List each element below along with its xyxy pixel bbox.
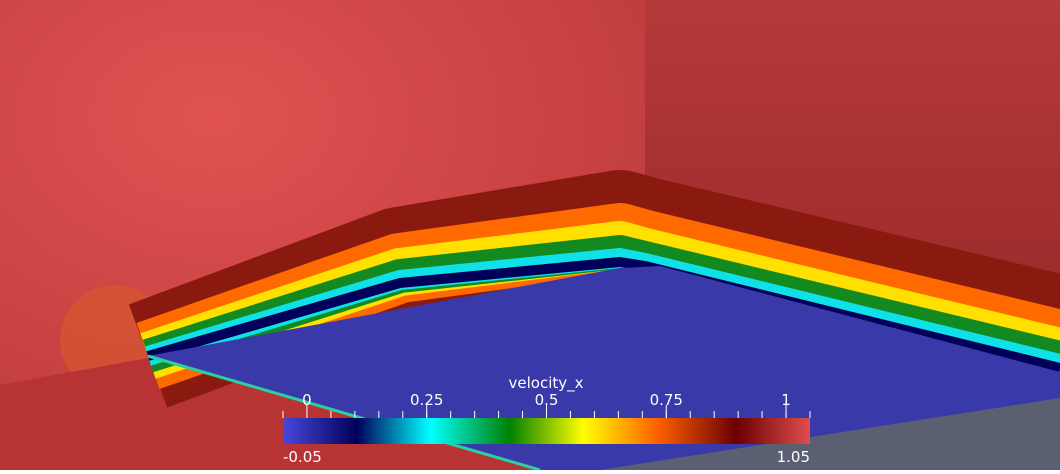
tick-label: 0.75 [650,391,683,409]
tick-label: 0.5 [535,391,559,409]
color-bar [283,418,810,444]
color-legend: velocity_x -0.05 1.05 0 0.25 0.5 0.75 1 [282,374,811,466]
tick-label: 1 [781,391,791,409]
boundary-layer [128,170,1060,408]
range-max-label: 1.05 [777,448,810,466]
tick-label: 0 [302,391,312,409]
tick-label: 0.25 [410,391,443,409]
legend-title: velocity_x [509,374,584,393]
ground [600,398,1060,470]
floor-edge [147,354,541,472]
range-min-label: -0.05 [283,448,322,466]
